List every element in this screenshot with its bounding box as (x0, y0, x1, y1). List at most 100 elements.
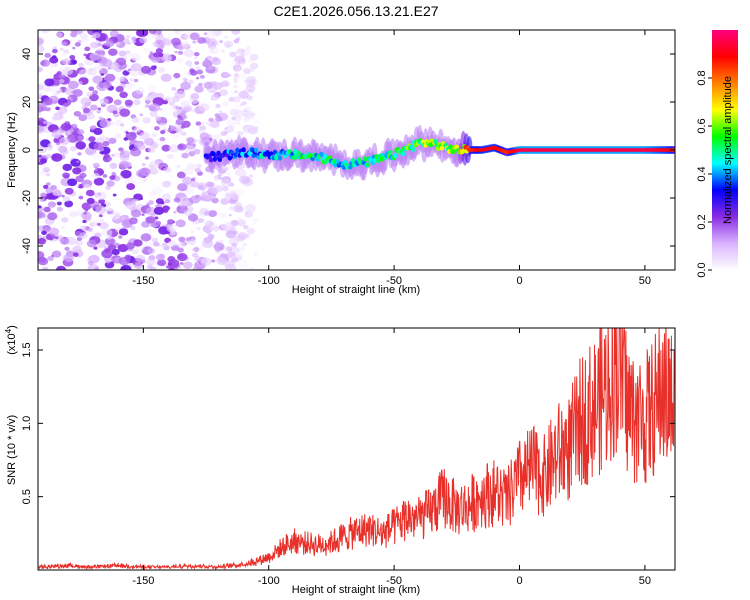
spectrogram-noise-blob (176, 57, 184, 64)
spectrogram-noise-blob (155, 253, 165, 261)
spectrogram-y-tick-label: -20 (21, 190, 33, 206)
spectrogram-noise-blob (101, 58, 113, 68)
spectrogram-ridge-core (247, 151, 253, 157)
spectrogram-noise-blob (92, 162, 100, 169)
spectrogram-noise-blob (236, 121, 241, 125)
spectrogram-noise-blob (111, 171, 116, 176)
spectrogram-noise-blob (92, 34, 97, 39)
spectrogram-noise-blob (209, 46, 220, 55)
spectrogram-noise-blob (168, 125, 174, 129)
spectrogram-noise-blob (239, 61, 244, 65)
spectrogram-noise-blob (243, 109, 247, 112)
spectrogram-noise-blob (232, 77, 237, 82)
spectrogram-x-axis: -150 -100 -50 0 50 (132, 30, 651, 287)
spectrogram-noise-blob (99, 222, 109, 230)
spectrogram-noise-blob (195, 66, 201, 71)
spectrogram-noise-blob (142, 47, 150, 53)
spectrogram-noise-blob (46, 106, 53, 112)
spectrogram-noise-blob (133, 141, 143, 149)
spectrogram-noise-blob (139, 113, 144, 117)
spectrogram-noise-blob (235, 168, 247, 177)
spectrogram-noise-blob (147, 85, 157, 93)
spectrogram-noise-blob (49, 85, 61, 94)
spectrogram-noise-blob (98, 67, 108, 75)
spectrogram-noise-blob (214, 113, 220, 118)
snr-frame (37, 327, 676, 571)
spectrogram-noise-blob (115, 86, 124, 93)
spectrogram-noise-blob (47, 143, 53, 148)
spectrogram-ridge-core (319, 151, 324, 157)
spectrogram-noise-blob (238, 73, 247, 80)
spectrogram-noise-blob (96, 175, 100, 178)
spectrogram-noise-blob (95, 205, 107, 215)
spectrogram-noise-blob (82, 107, 91, 114)
spectrogram-noise-blob (47, 212, 58, 221)
spectrogram-noise-blob (223, 35, 229, 40)
spectrogram-noise-blob (193, 148, 201, 155)
spectrogram-noise-blob (114, 213, 120, 217)
spectrogram-noise-blob (234, 109, 245, 117)
spectrogram-noise-blob (245, 84, 256, 93)
spectrogram-noise-blob (135, 87, 145, 95)
spectrogram-noise-blob (56, 163, 61, 167)
spectrogram-noise-blob (47, 255, 54, 261)
spectrogram-noise-blob (123, 137, 129, 141)
spectrogram-noise-blob (160, 130, 166, 135)
spectrogram-noise-blob (198, 103, 210, 112)
spectrogram-noise-blob (167, 128, 172, 133)
spectrogram-noise-blob (232, 96, 241, 103)
spectrogram-noise-blob (96, 137, 105, 144)
spectrogram-noise-blob (44, 52, 52, 58)
spectrogram-noise-blob (177, 247, 184, 253)
spectrogram-noise-blob (191, 248, 196, 252)
spectrogram-noise-blob (148, 167, 159, 175)
spectrogram-noise-blob (233, 90, 238, 94)
spectrogram-noise-blob (220, 222, 231, 230)
spectrogram-noise-blob (141, 213, 145, 216)
spectrogram-noise-blob (108, 137, 117, 144)
spectrogram-noise-blob (196, 69, 204, 75)
spectrogram-noise-blob (39, 82, 44, 86)
spectrogram-noise-blob (154, 216, 159, 220)
spectrogram-noise-blob (218, 212, 227, 219)
spectrogram-noise-blob (51, 129, 63, 139)
spectrogram-noise-blob (176, 252, 188, 262)
spectrogram-noise-blob (39, 198, 43, 202)
spectrogram-noise-blob (56, 201, 62, 206)
spectrogram-noise-blob (139, 37, 148, 44)
colorbar-tick-label: 0.2 (696, 214, 708, 229)
spectrogram-noise-blob (118, 160, 130, 169)
spectrogram-noise-blob (118, 76, 125, 82)
spectrogram-noise-blob (201, 239, 214, 249)
spectrogram-noise-blob (99, 98, 109, 105)
spectrogram-noise-blob (83, 53, 87, 57)
spectrogram-noise-blob (242, 67, 252, 75)
spectrogram-noise-blob (105, 40, 115, 48)
spectrogram-noise-blob (173, 197, 181, 203)
spectrogram-noise-blob (89, 41, 99, 49)
spectrogram-noise-blob (187, 239, 197, 246)
spectrogram-noise-blob (125, 131, 137, 141)
spectrogram-noise-blob (118, 147, 124, 152)
spectrogram-noise-blob (170, 124, 179, 131)
spectrogram-noise-blob (180, 81, 191, 91)
spectrogram-noise-blob (150, 65, 157, 71)
spectrogram-noise-blob (211, 57, 222, 66)
spectrogram-noise-blob (198, 125, 206, 131)
spectrogram-noise-blob (236, 259, 249, 269)
spectrogram-noise-blob (104, 185, 112, 191)
spectrogram-noise-blob (43, 184, 49, 189)
spectrogram-ridge-core (400, 151, 406, 157)
spectrogram-noise-blob (233, 64, 239, 70)
snr-x-axis: -150 -100 -50 0 50 (132, 328, 651, 587)
spectrogram-noise-blob (119, 216, 125, 221)
spectrogram-noise-blob (72, 245, 82, 254)
spectrogram-noise-blob (251, 217, 260, 224)
spectrogram-noise-blob (38, 202, 41, 207)
spectrogram-noise-blob (171, 86, 177, 91)
spectrogram-noise-blob (131, 249, 139, 255)
spectrogram-noise-blob (146, 206, 158, 216)
spectrogram-noise-blob (67, 178, 78, 187)
spectrogram-ridge-core (277, 155, 283, 161)
spectrogram-noise-blob (229, 205, 235, 210)
